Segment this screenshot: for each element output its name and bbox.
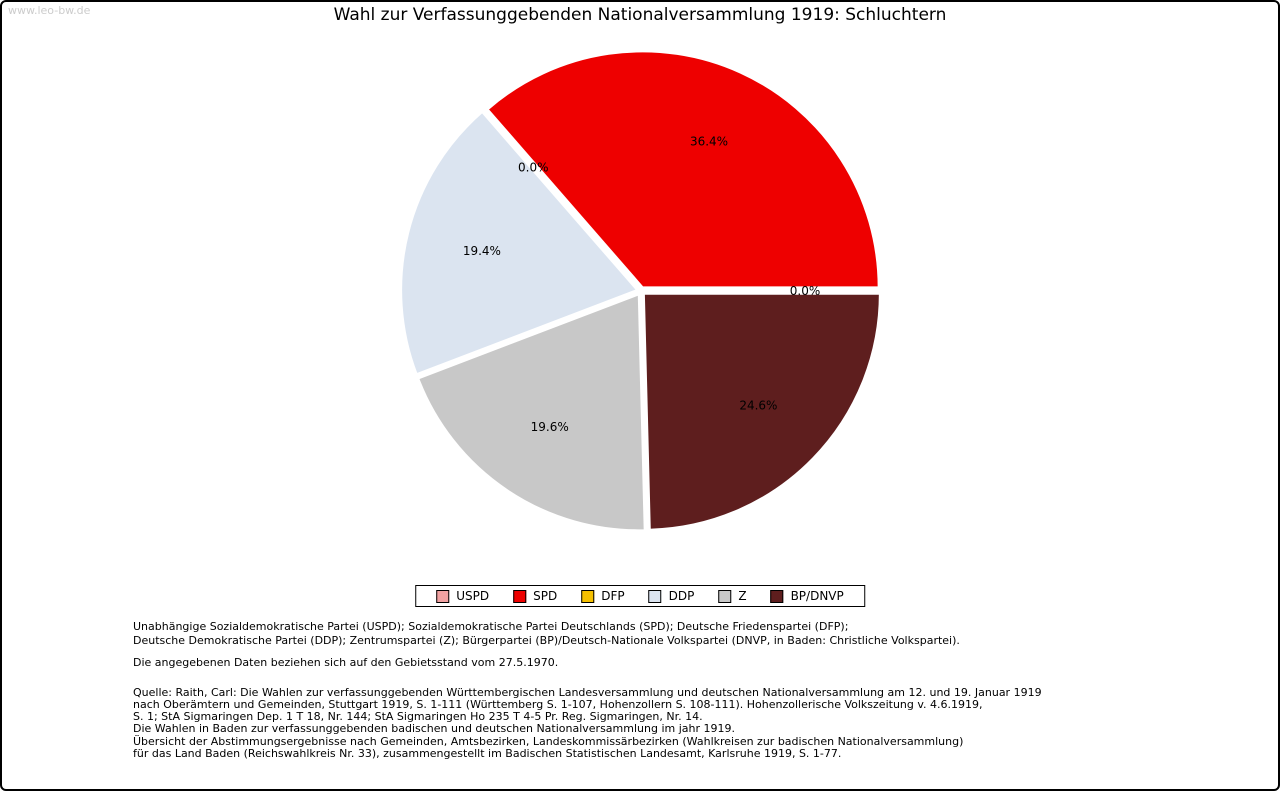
chart-legend: USPD SPD DFP DDP Z BP/DNVP	[415, 585, 865, 607]
pie-value-label-bp-dnvp: 24.6%	[739, 399, 777, 413]
legend-label-dfp: DFP	[601, 589, 625, 603]
pie-value-label-ddp: 19.4%	[463, 244, 501, 258]
source-citation: Quelle: Raith, Carl: Die Wahlen zur verf…	[133, 685, 1042, 761]
pie-value-label-uspd: 0.0%	[790, 284, 821, 298]
source-line: für das Land Baden (Reichswahlkreis Nr. …	[133, 746, 842, 760]
pie-value-label-spd: 36.4%	[690, 135, 728, 149]
legend-swatch-ddp	[648, 589, 662, 603]
legend-label-uspd: USPD	[456, 589, 490, 603]
legend-item-bp-dnvp: BP/DNVP	[770, 589, 844, 603]
legend-label-bp-dnvp: BP/DNVP	[790, 589, 844, 603]
party-abbreviations-line: Deutsche Demokratische Partei (DDP); Zen…	[133, 633, 960, 647]
source-line: Übersicht der Abstimmungsergebnisse nach…	[133, 734, 964, 748]
legend-swatch-spd	[513, 589, 527, 603]
legend-item-dfp: DFP	[581, 589, 625, 603]
legend-item-z: Z	[718, 589, 747, 603]
legend-swatch-dfp	[581, 589, 595, 603]
pie-value-label-z: 19.6%	[531, 420, 569, 434]
page-title: Wahl zur Verfassunggebenden Nationalvers…	[333, 5, 947, 25]
pie-slice-spd	[486, 50, 880, 289]
source-line: Quelle: Raith, Carl: Die Wahlen zur verf…	[133, 685, 1042, 699]
pie-slice-bp-dnvp	[642, 292, 881, 531]
legend-label-z: Z	[738, 589, 747, 603]
data-status-note: Die angegebenen Daten beziehen sich auf …	[133, 656, 559, 669]
pie-slice-z	[417, 293, 646, 532]
legend-item-uspd: USPD	[436, 589, 489, 603]
legend-swatch-uspd	[436, 589, 450, 603]
pie-value-label-dfp: 0.0%	[518, 160, 549, 174]
footnotes: Unabhängige Sozialdemokratische Partei (…	[133, 620, 1042, 760]
legend-items: USPD SPD DFP DDP Z BP/DNVP	[424, 589, 856, 603]
source-line: S. 1; StA Sigmaringen Dep. 1 T 18, Nr. 1…	[133, 710, 703, 724]
legend-item-ddp: DDP	[648, 589, 695, 603]
legend-label-ddp: DDP	[668, 589, 695, 603]
legend-swatch-z	[718, 589, 732, 603]
pie-slice-ddp	[400, 111, 639, 376]
legend-label-spd: SPD	[533, 589, 558, 603]
party-abbreviations: Unabhängige Sozialdemokratische Partei (…	[133, 620, 1042, 647]
watermark: www.leo-bw.de	[8, 4, 91, 17]
party-abbreviations-line: Unabhängige Sozialdemokratische Partei (…	[133, 620, 849, 633]
legend-swatch-bp-dnvp	[770, 589, 784, 603]
legend-item-spd: SPD	[513, 589, 557, 603]
pie-chart: 0.0% 36.4% 0.0% 19.4% 19.6% 24.6%	[400, 50, 881, 532]
source-line: nach Oberämtern und Gemeinden, Stuttgart…	[133, 697, 983, 711]
source-line: Die Wahlen in Baden zur verfassunggebend…	[133, 722, 736, 736]
